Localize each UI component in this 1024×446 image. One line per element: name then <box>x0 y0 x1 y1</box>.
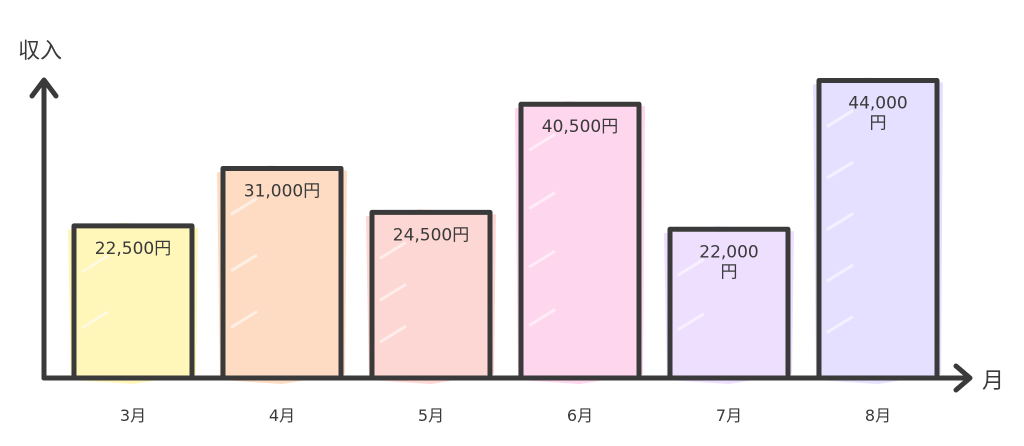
bar-value-label: 22,000 <box>699 242 758 262</box>
bar-fill-2 <box>217 165 347 384</box>
x-axis-arrowhead <box>953 363 973 393</box>
bar-texture-stroke <box>230 310 258 329</box>
bar-6 <box>813 77 943 384</box>
bar-value-label: 31,000円 <box>244 181 320 201</box>
bar-fill-5 <box>664 226 794 384</box>
bar-value-label: 円 <box>870 114 887 134</box>
bar-3 <box>366 209 496 384</box>
bar-4 <box>515 101 645 384</box>
bar-texture-stroke <box>826 315 854 334</box>
bar-texture-stroke <box>230 197 258 216</box>
axes-layer: 収入 月 <box>18 39 1004 394</box>
x-tick-label: 4月 <box>269 406 295 425</box>
bar-texture-stroke <box>677 258 705 277</box>
x-tick-label: 6月 <box>567 406 593 425</box>
bar-texture-stroke <box>230 253 258 273</box>
bar-value-label: 44,000 <box>848 94 907 114</box>
bar-texture-stroke <box>379 282 407 302</box>
bar-texture-stroke <box>826 109 854 128</box>
bar-fill-6 <box>813 77 943 384</box>
x-tick-label: 8月 <box>865 406 891 425</box>
bar-texture-stroke <box>528 308 556 327</box>
bar-value-label: 24,500円 <box>393 225 469 245</box>
bar-fill-3 <box>366 209 496 384</box>
bar-texture-stroke <box>379 324 407 344</box>
labels-layer: 22,500円 3月 31,000円 4月 24,500円 5月 40,500円 6月 22,0… <box>95 94 908 425</box>
bar-texture-stroke <box>81 254 109 274</box>
bar-value-label: 40,500円 <box>542 117 618 137</box>
y-axis-title: 収入 <box>18 39 62 64</box>
bar-5 <box>664 226 794 384</box>
bar-value-label: 円 <box>721 262 738 282</box>
bar-texture-stroke <box>528 191 556 210</box>
bar-value-label: 22,500円 <box>95 239 171 259</box>
bar-texture-stroke <box>528 249 556 269</box>
bar-texture-stroke <box>826 263 854 283</box>
x-tick-label: 3月 <box>120 406 146 425</box>
bar-texture-stroke <box>826 160 854 180</box>
bar-texture-stroke <box>81 310 109 330</box>
bars-layer <box>68 77 943 384</box>
bar-texture-stroke <box>677 312 705 331</box>
bar-texture-stroke <box>528 132 556 152</box>
x-axis-title: 月 <box>982 369 1004 394</box>
bar-fill-1 <box>68 222 198 384</box>
bar-fill-4 <box>515 101 645 384</box>
y-axis-arrowhead <box>29 77 59 99</box>
bar-texture-stroke <box>379 241 407 260</box>
x-tick-label: 7月 <box>716 406 742 425</box>
bar-texture-stroke <box>826 212 854 231</box>
x-tick-label: 5月 <box>418 406 444 425</box>
